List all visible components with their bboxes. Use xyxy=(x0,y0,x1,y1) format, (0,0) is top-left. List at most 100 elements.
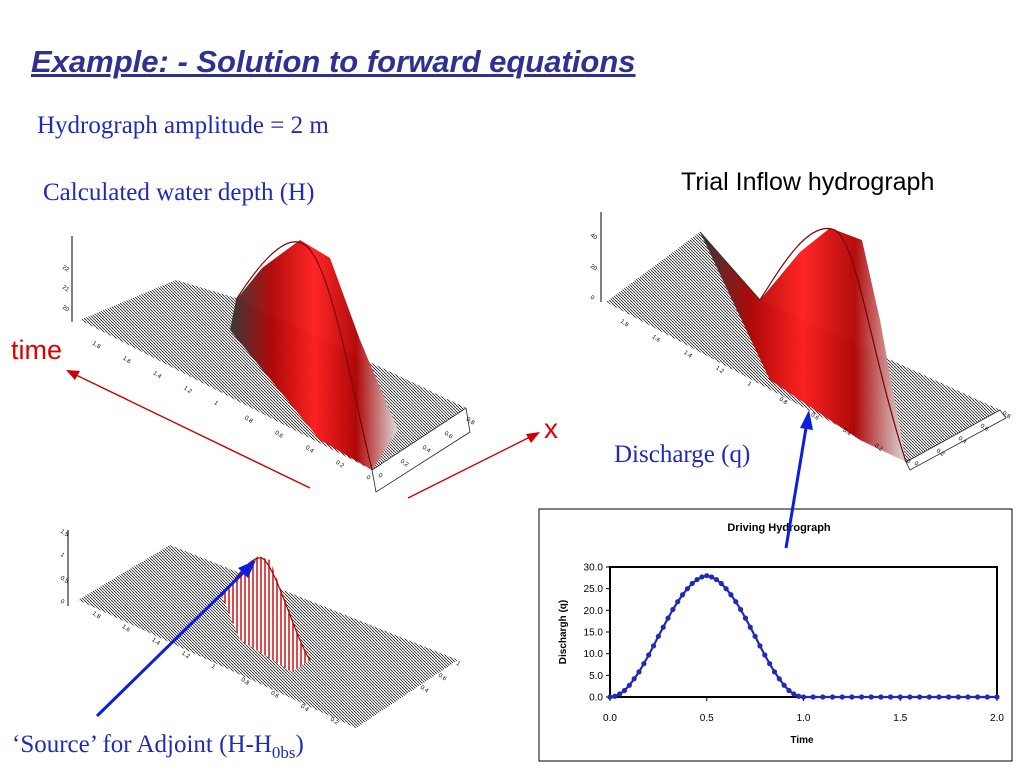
y-tick-label: 0.0 xyxy=(589,693,603,704)
series-point xyxy=(767,661,773,667)
source-time-tick: 0.2 xyxy=(329,717,340,727)
series-point xyxy=(757,643,763,649)
x-tick-label: 2.0 xyxy=(990,713,1004,724)
series-point xyxy=(742,615,749,621)
series-point xyxy=(946,694,952,700)
source-label-end: ) xyxy=(295,731,304,758)
depth-time-tick: 0.4 xyxy=(304,445,315,455)
series-point xyxy=(660,624,666,630)
discharge-x-tick: 0.2 xyxy=(935,448,946,458)
depth-plot-ticks: 1.8 1.6 1.4 1.2 1 0.8 0.6 0.4 0.2 0 0 0.2 0.4 0.6 0.8 2… xyxy=(61,265,476,482)
discharge-time-tick: 1.4 xyxy=(682,350,693,360)
depth-time-tick: 1 xyxy=(213,400,220,407)
source-x-tick: 0.6 xyxy=(437,673,448,683)
series-point xyxy=(776,676,782,682)
series-point xyxy=(670,606,676,613)
source-time-tick: 1.6 xyxy=(121,624,132,634)
discharge-time-tick: 1 xyxy=(746,381,753,388)
series-point xyxy=(708,574,715,580)
depth-x-tick: 0.8 xyxy=(465,417,476,427)
discharge-time-tick: 1.2 xyxy=(714,365,725,375)
source-time-tick: 1.8 xyxy=(91,611,102,621)
source-time-tick: 1.2 xyxy=(180,650,191,660)
source-z-tick: 0 xyxy=(59,599,66,606)
series-point xyxy=(689,580,695,587)
depth-surface-plot: 1.8 1.6 1.4 1.2 1 0.8 0.6 0.4 0.2 0 0 0.2 0.4 0.6 0.8 2… xyxy=(61,236,476,493)
series-point xyxy=(626,682,632,688)
plot-area xyxy=(609,566,998,698)
x-axis-title: Time xyxy=(790,735,814,746)
series-point xyxy=(728,592,734,598)
discharge-time-tick: 0.4 xyxy=(841,428,852,438)
series-point xyxy=(858,694,865,700)
series-point xyxy=(878,694,884,700)
series-point xyxy=(684,586,691,592)
depth-x-tick: 0.4 xyxy=(421,445,432,455)
series-point xyxy=(810,694,816,700)
series-point xyxy=(849,694,855,700)
series-point xyxy=(868,694,874,700)
discharge-time-tick: 1.6 xyxy=(651,334,662,344)
series-point xyxy=(975,694,981,700)
y-tick-label: 15.0 xyxy=(584,628,604,639)
source-z-tick: 1 xyxy=(59,552,66,559)
series-point xyxy=(984,694,990,700)
series-point xyxy=(612,693,618,699)
source-x-tick: 1 xyxy=(455,661,462,668)
y-tick-label: 20.0 xyxy=(584,606,604,617)
series-point xyxy=(723,586,729,592)
source-adjoint-label: ‘Source’ for Adjoint (H-H0bs) xyxy=(12,731,304,763)
series-point xyxy=(747,624,753,630)
discharge-z-tick: 20 xyxy=(589,264,598,273)
trial-inflow-label: Trial Inflow hydrograph xyxy=(681,168,935,196)
discharge-x-tick: 0.8 xyxy=(1001,411,1012,421)
series-point xyxy=(786,687,792,694)
series-point xyxy=(718,580,724,587)
x-tick-label: 1.5 xyxy=(893,713,907,724)
depth-label: Calculated water depth (H) xyxy=(43,179,315,206)
discharge-time-tick: 0.2 xyxy=(873,443,884,453)
series-point xyxy=(636,669,642,675)
discharge-plot-ticks: 1.81.61.41.210.80.60.40.20 00.20.40.60.84… xyxy=(589,233,1012,468)
series-point xyxy=(907,694,913,700)
amplitude-text: Hydrograph amplitude = 2 m xyxy=(37,112,329,139)
series-point xyxy=(791,691,797,697)
series-point xyxy=(617,691,623,697)
depth-x-tick: 0.6 xyxy=(443,431,454,441)
discharge-z-tick: 40 xyxy=(589,233,598,242)
source-surface-plot: 1.8 1.6 1.4 1.2 1 0.8 0.6 0.4 0.2 0.4 0.6 1 1.5 1 0.5 0 xyxy=(59,529,462,728)
series-point xyxy=(781,682,787,688)
series-point xyxy=(800,694,807,700)
series-point xyxy=(762,652,768,658)
depth-time-tick: 0.6 xyxy=(274,430,285,440)
series-point xyxy=(820,694,826,700)
series-point xyxy=(955,694,961,700)
depth-time-tick: 0.8 xyxy=(243,415,254,425)
depth-time-tick: 1.8 xyxy=(91,341,102,351)
source-time-tick: 1.4 xyxy=(150,637,161,647)
source-arrow xyxy=(95,560,256,718)
x-tick-label: 1.0 xyxy=(797,713,811,724)
series-point xyxy=(994,694,1000,700)
discharge-arrow xyxy=(784,410,813,549)
series-point xyxy=(699,574,705,580)
source-time-tick: 0.6 xyxy=(269,690,280,700)
discharge-time-tick: 1.8 xyxy=(619,319,630,329)
series-point xyxy=(839,694,845,700)
source-time-tick: 1 xyxy=(210,664,217,671)
discharge-time-tick: 0.8 xyxy=(778,397,789,407)
discharge-x-tick: 0.4 xyxy=(957,436,968,446)
y-tick-label: 25.0 xyxy=(584,584,604,595)
series-point xyxy=(713,576,720,583)
series-point xyxy=(621,687,628,694)
y-tick-label: 30.0 xyxy=(584,563,604,574)
series-point xyxy=(752,633,758,639)
source-z-tick: 1.5 xyxy=(59,529,70,539)
driving-hydrograph-chart: Driving Hydrograph 0.0 5.0 10.0 15.0 20.0 25.0… xyxy=(558,522,1004,746)
x-tick-label: 0.0 xyxy=(603,713,617,724)
depth-z-tick: 22 xyxy=(61,265,70,274)
time-axis-label: time xyxy=(11,335,63,365)
depth-time-tick: 1.6 xyxy=(121,356,132,366)
x-direction-arrow xyxy=(407,432,540,499)
